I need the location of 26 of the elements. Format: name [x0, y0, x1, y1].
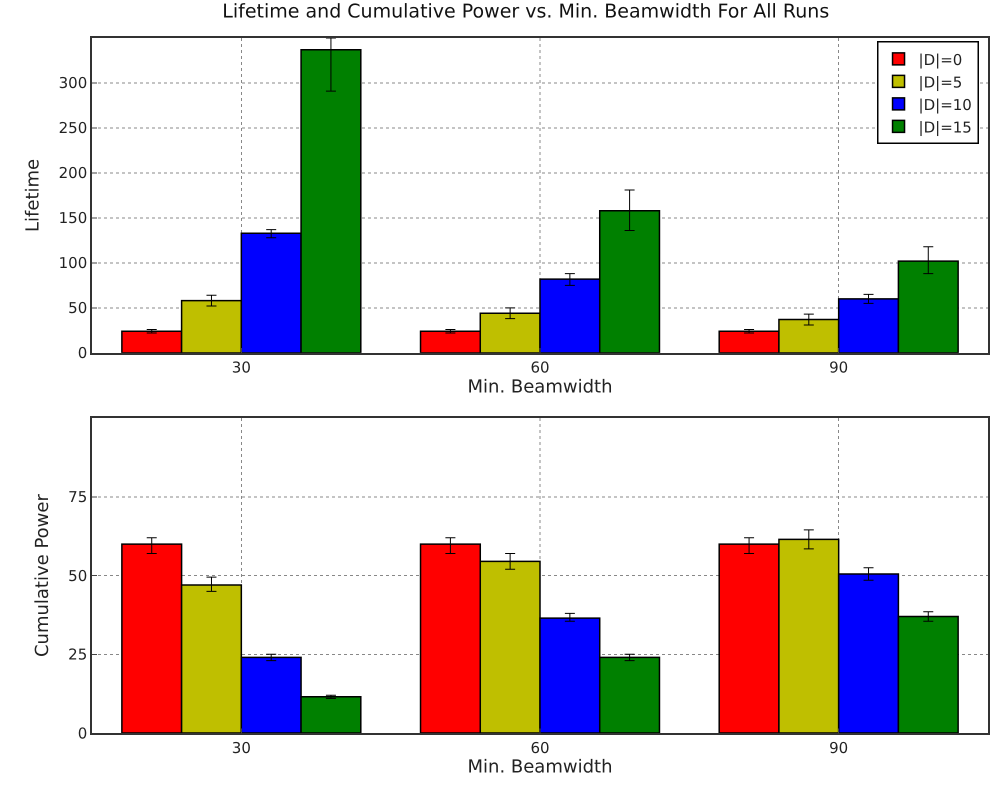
y-axis-title: Lifetime: [22, 158, 44, 232]
x-tick-label: 90: [829, 358, 848, 377]
x-tick-label: 30: [232, 738, 251, 757]
legend-label: |D|=15: [918, 118, 972, 136]
y-tick-label: 150: [58, 209, 88, 228]
y-tick-label: 50: [68, 299, 88, 318]
y-tick-label: 200: [58, 164, 88, 182]
x-tick-label: 60: [530, 738, 550, 757]
x-axis-title: Min. Beamwidth: [468, 376, 612, 398]
legend-label: |D|=5: [918, 73, 962, 92]
x-tick-label: 90: [829, 738, 848, 757]
x-tick-label: 30: [232, 358, 251, 377]
y-tick-label: 250: [58, 119, 88, 138]
y-tick-label: 300: [58, 74, 88, 92]
y-axis-title: Cumulative Power: [32, 494, 53, 658]
x-axis-title: Min. Beamwidth: [468, 756, 612, 778]
legend-label: |D|=10: [918, 96, 972, 114]
y-tick-label: 100: [58, 254, 88, 272]
y-tick-label: 75: [68, 488, 88, 506]
y-tick-label: 0: [78, 344, 88, 362]
chart-title: Lifetime and Cumulative Power vs. Min. Beamwidth For All Runs: [222, 0, 830, 22]
y-tick-label: 25: [68, 646, 88, 664]
y-tick-label: 50: [68, 566, 88, 585]
y-tick-label: 0: [78, 724, 88, 742]
x-tick-label: 60: [530, 358, 550, 377]
legend-label: |D|=0: [918, 50, 962, 69]
